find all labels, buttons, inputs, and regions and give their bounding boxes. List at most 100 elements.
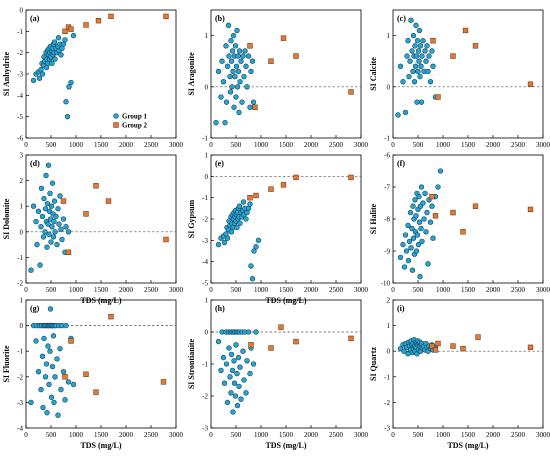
group2-point [450,343,456,349]
x-tick-label: 1000 [69,431,84,439]
group2-point [429,193,435,200]
chart-panel-1: 0 500 1000 1500 2000 2500 3000 0 -1 -2 -3 -4 -5 -6 (a)… [2,7,184,150]
group1-point [28,267,34,273]
group1-point [33,218,39,225]
y-axis-label: SI Anhydrite [2,51,11,96]
chart-panel-5: 0 500 1000 1500 2000 2500 3000-5-4-3-2-101(e)S… [187,152,369,306]
y-tick-label: -3 [17,71,23,79]
y-tick-label: 1 [387,32,391,40]
group1-point [245,53,252,59]
group2-point [252,104,258,110]
x-tick-label: 0 [24,141,28,149]
y-tick-label: -1 [384,135,390,143]
group1-point [40,404,46,411]
group2-point [280,182,287,188]
group1-point [234,224,240,231]
group1-point [409,267,416,273]
group1-point [230,68,236,75]
group1-point [226,345,232,351]
group1-point [28,399,34,406]
group1-point [401,348,407,354]
group1-point [426,53,432,59]
group1-point [397,254,404,261]
group2-point [450,209,456,216]
group1-point [235,354,242,361]
group1-point [418,63,424,69]
x-tick-label: 1000 [254,431,269,439]
group2-point [248,342,254,348]
group2-point [93,183,99,189]
group1-point [416,58,422,64]
group1-point [244,84,250,90]
group1-point [245,329,252,335]
group1-point [232,73,238,80]
x-tick-label: 2000 [304,431,319,439]
group2-point [435,340,441,347]
x-axis-label: TDS (mg/L) [265,441,306,450]
group1-point [225,22,232,29]
group2-point [462,27,469,34]
group1-point [218,94,224,100]
group1-point [416,27,423,34]
y-tick-label: -5 [17,113,23,121]
group1-point [220,354,227,361]
group1-point [42,374,49,380]
group1-point [42,229,48,235]
group1-point [412,197,418,203]
x-tick-label: 1000 [254,141,269,149]
group2-point [472,203,479,209]
group1-point [243,390,249,396]
group1-point [408,17,414,23]
group2-point [429,343,435,349]
group1-point [52,374,58,380]
group1-point [427,219,434,225]
x-axis-label: TDS (mg/L) [80,296,121,305]
x-tick-label: 0 [391,431,395,439]
group1-point [38,185,45,191]
chart-panel-6: 0 500 1000 1500 2000 2500 3000 -6 -7 -8 -9 -10 (f) SI… [369,152,550,295]
group1-point [53,213,59,220]
y-tick-label: 1 [387,322,391,330]
group1-point [52,56,58,62]
group1-point [36,75,43,81]
group1-point [425,261,431,267]
group1-point [421,216,427,222]
x-tick-label: 500 [413,286,424,294]
group1-point [39,71,46,77]
group1-point [215,241,222,248]
group1-point [423,229,429,235]
group1-point [414,38,421,44]
group1-point [50,333,57,339]
group1-point [420,38,426,44]
group1-point [397,63,404,69]
group1-point [237,220,243,226]
group1-point [227,374,233,380]
x-axis-label: TDS (mg/L) [265,296,306,305]
group1-point [58,386,64,393]
group1-point [414,232,421,238]
group1-point [236,383,242,390]
group1-point [410,68,416,75]
group1-point [403,248,410,254]
group1-point [223,43,229,49]
group1-point [413,53,420,59]
y-tick-label: 0 [20,322,24,330]
y-tick-label: -6 [384,152,390,160]
y-tick-label: -2 [17,280,23,288]
group1-point [228,38,234,44]
panel-label: (c) [397,14,406,23]
y-tick-label: 0 [205,329,209,337]
y-tick-label: 1 [20,297,24,305]
group1-point [30,203,37,209]
group2-point [472,43,479,49]
y-tick-label: -1 [17,254,23,262]
group2-point [280,35,287,41]
y-axis-label: SI Fluorite [2,345,11,383]
group2-point [268,186,274,192]
y-tick-label: -4 [202,258,208,266]
group1-point [55,206,61,212]
group2-point [247,43,253,49]
chart-panel-9: 0 500 1000 1500 2000 2500 3000 -3 -2 -1 0 1 2 (i) SI Q… [369,297,550,451]
group1-point [418,225,424,232]
group2-point [430,38,436,44]
